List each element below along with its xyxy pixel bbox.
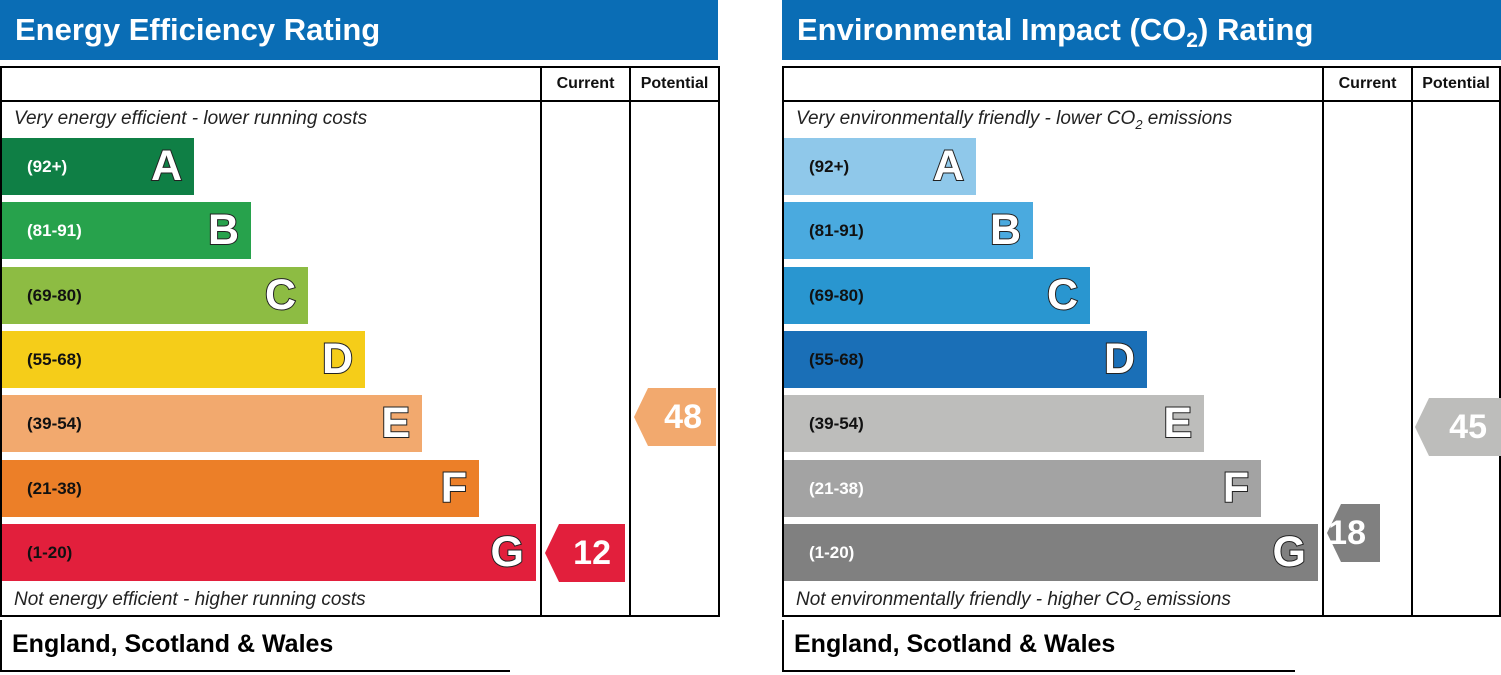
bottom-caption: Not environmentally friendly - higher CO… bbox=[796, 589, 1231, 613]
band-range-label: (21-38) bbox=[809, 478, 864, 498]
band-letter: F bbox=[1222, 463, 1250, 513]
marker-arrow-shape bbox=[1327, 503, 1380, 562]
band-letter: D bbox=[321, 334, 354, 384]
band-c: (69-80) C bbox=[784, 266, 1090, 324]
band-letter: D bbox=[1103, 334, 1136, 384]
band-letter: G bbox=[490, 527, 525, 577]
band-e: (39-54) E bbox=[784, 395, 1204, 453]
band-range-label: (21-38) bbox=[27, 478, 82, 498]
column-header-potential: Potential bbox=[1422, 75, 1490, 92]
band-range-label: (1-20) bbox=[809, 542, 855, 562]
band-letter: C bbox=[264, 270, 297, 320]
band-range-label: (39-54) bbox=[809, 414, 864, 434]
band-g: (1-20) G bbox=[784, 523, 1318, 581]
header-divider bbox=[782, 100, 1501, 102]
bottom-caption: Not energy efficient - higher running co… bbox=[14, 589, 366, 610]
band-range-label: (69-80) bbox=[27, 285, 82, 305]
band-letter: E bbox=[380, 398, 411, 448]
band-letter: E bbox=[1162, 398, 1193, 448]
band-a: (92+) A bbox=[784, 138, 976, 195]
current-rating-marker: 12 bbox=[545, 523, 625, 582]
band-a: (92+) A bbox=[2, 138, 194, 195]
column-header-current: Current bbox=[1338, 75, 1397, 92]
footer-region: England, Scotland & Wales bbox=[0, 620, 510, 672]
column-divider bbox=[1411, 66, 1413, 617]
marker-arrow bbox=[634, 388, 716, 447]
band-range-label: (1-20) bbox=[27, 542, 73, 562]
band-range-label: (81-91) bbox=[809, 221, 864, 241]
top-caption: Very environmentally friendly - lower CO… bbox=[796, 108, 1233, 132]
marker-arrow bbox=[545, 523, 625, 582]
band-f: (21-38) F bbox=[784, 459, 1261, 517]
band-letter: B bbox=[207, 205, 240, 255]
band-letter: A bbox=[150, 141, 183, 191]
marker-arrow bbox=[1415, 398, 1501, 457]
band-c: (69-80) C bbox=[2, 266, 308, 324]
column-divider bbox=[540, 66, 542, 617]
band-range-label: (55-68) bbox=[809, 349, 864, 369]
potential-rating-marker: 45 bbox=[1415, 398, 1501, 457]
column-header-potential: Potential bbox=[640, 75, 709, 92]
band-letter: F bbox=[440, 463, 468, 513]
band-letter: A bbox=[932, 141, 965, 191]
potential-rating-marker: 48 bbox=[634, 388, 716, 447]
band-g: (1-20) G bbox=[2, 523, 536, 581]
band-range-label: (39-54) bbox=[27, 414, 82, 434]
band-range-label: (81-91) bbox=[27, 221, 82, 241]
column-divider bbox=[1322, 66, 1324, 617]
marker-value: 48 bbox=[664, 398, 702, 437]
chart-title: Environmental Impact (CO2) Rating bbox=[782, 0, 1501, 60]
marker-value: 12 bbox=[573, 533, 611, 572]
footer-region: England, Scotland & Wales bbox=[782, 620, 1295, 672]
chart-frame bbox=[0, 66, 720, 617]
marker-arrow-shape bbox=[634, 388, 716, 447]
column-divider bbox=[629, 66, 631, 617]
marker-arrow bbox=[1327, 503, 1380, 562]
chart-title: Energy Efficiency Rating bbox=[0, 0, 718, 60]
band-letter: G bbox=[1272, 527, 1307, 577]
marker-value: 18 bbox=[1328, 513, 1366, 552]
top-caption: Very energy efficient - lower running co… bbox=[14, 108, 368, 129]
band-e: (39-54) E bbox=[2, 395, 422, 453]
band-d: (55-68) D bbox=[2, 330, 365, 388]
marker-arrow-shape bbox=[1415, 398, 1501, 457]
header-divider bbox=[0, 100, 720, 102]
current-rating-marker: 18 bbox=[1327, 503, 1380, 562]
band-range-label: (55-68) bbox=[27, 349, 82, 369]
energy-efficiency-panel: Energy Efficiency Rating Current Potenti… bbox=[0, 0, 720, 675]
band-letter: C bbox=[1046, 270, 1079, 320]
band-range-label: (69-80) bbox=[809, 285, 864, 305]
column-header-current: Current bbox=[556, 75, 615, 92]
chart-frame bbox=[782, 66, 1501, 617]
band-d: (55-68) D bbox=[784, 330, 1147, 388]
band-b: (81-91) B bbox=[784, 202, 1033, 260]
marker-value: 45 bbox=[1449, 408, 1487, 447]
band-f: (21-38) F bbox=[2, 459, 479, 517]
band-letter: B bbox=[989, 205, 1022, 255]
marker-arrow-shape bbox=[545, 523, 625, 582]
band-range-label: (92+) bbox=[809, 157, 850, 176]
environmental-impact-panel: Environmental Impact (CO2) Rating Curren… bbox=[782, 0, 1501, 675]
band-range-label: (92+) bbox=[27, 157, 68, 176]
band-b: (81-91) B bbox=[2, 202, 251, 260]
